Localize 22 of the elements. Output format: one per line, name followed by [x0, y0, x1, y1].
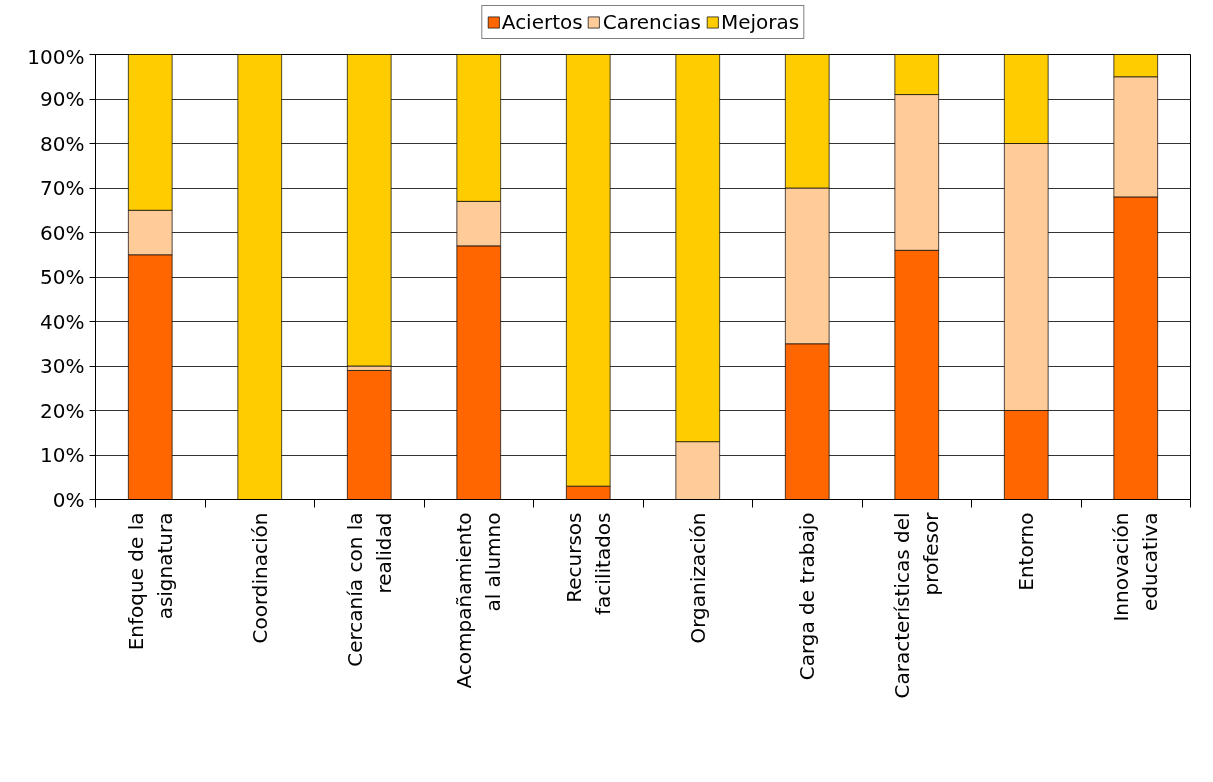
y-tick-label: 100% — [27, 44, 85, 69]
legend-label: Carencias — [602, 10, 701, 34]
legend-label: Aciertos — [501, 10, 583, 34]
y-tick-label: 10% — [40, 443, 85, 467]
y-tick-label: 30% — [40, 354, 85, 378]
y-tick-label: 20% — [40, 398, 85, 423]
legend-label: Mejoras — [720, 10, 800, 34]
x-tick-label: Cercanía con la realidad — [342, 512, 396, 667]
x-tick-label: Entorno — [1014, 512, 1039, 591]
y-tick-label: 70% — [40, 176, 85, 200]
x-tick-label: Características del profesor — [890, 511, 944, 699]
y-tick-label: 60% — [40, 220, 85, 245]
x-tick-label: Coordinación — [247, 512, 272, 644]
y-tick-label: 80% — [40, 131, 85, 156]
x-tick-label: Carga de trabajo — [795, 512, 820, 681]
y-tick-label: 40% — [40, 309, 85, 334]
x-tick-label: Enfoque de la asignatura — [123, 512, 177, 651]
y-tick-label: 50% — [40, 265, 85, 289]
x-tick-label: Organización — [685, 512, 710, 644]
x-tick-label: Innovación educativa — [1109, 512, 1163, 622]
y-tick-label: 0% — [52, 487, 85, 512]
y-tick-label: 90% — [40, 87, 85, 111]
